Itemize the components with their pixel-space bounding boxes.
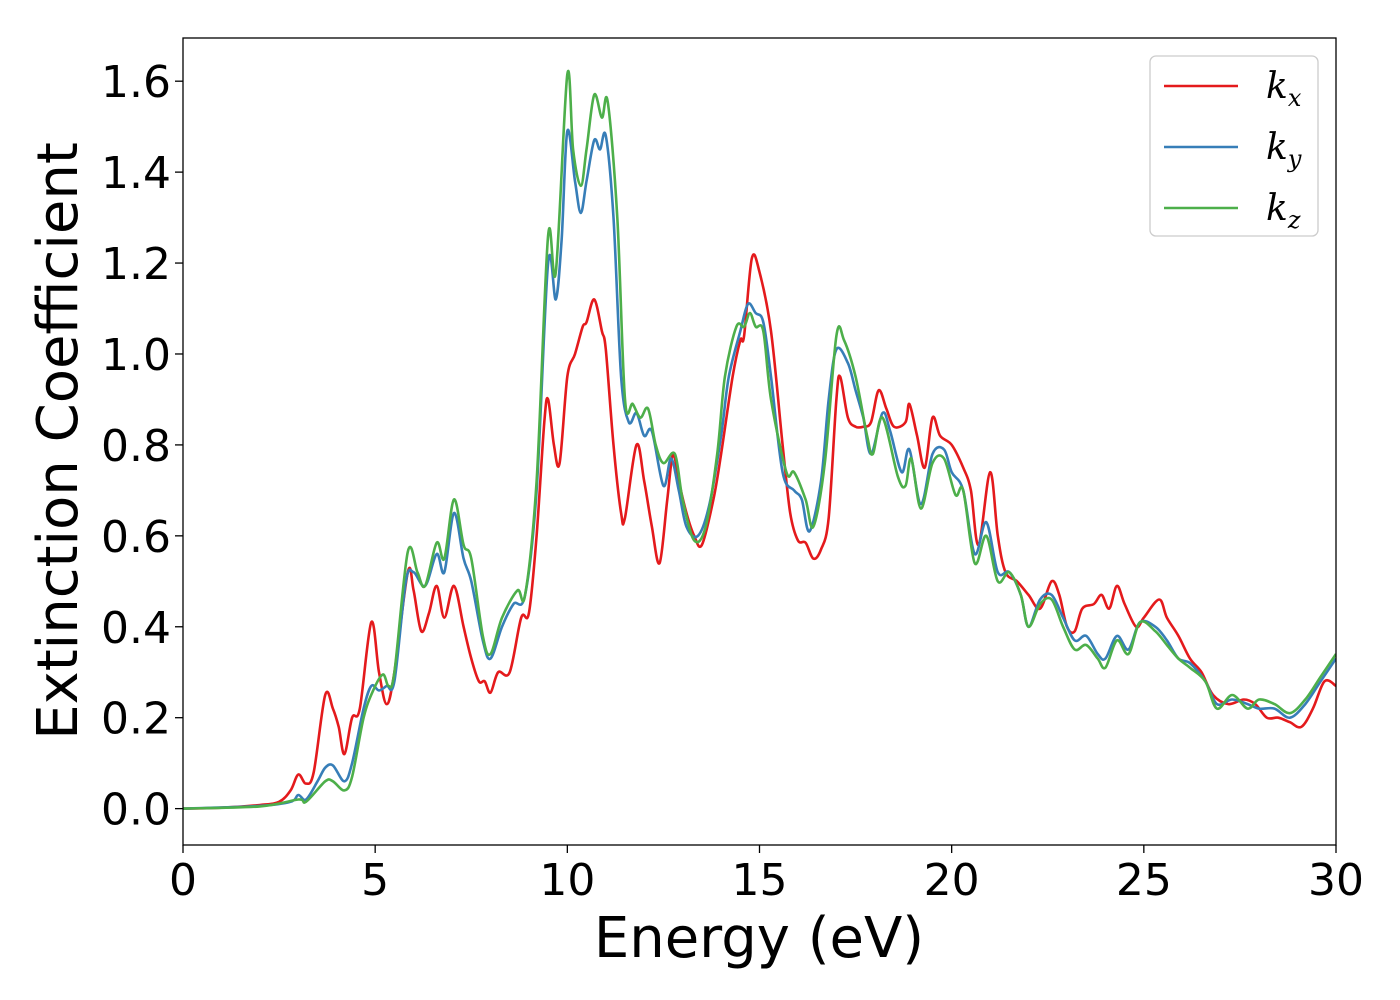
y-tick-label: 1.0 xyxy=(101,330,171,381)
series-line-x xyxy=(183,253,1336,810)
series-layer xyxy=(183,69,1336,810)
x-tick-label: 5 xyxy=(361,855,389,906)
y-tick-label: 1.2 xyxy=(101,239,171,290)
x-tick-label: 0 xyxy=(169,855,197,906)
x-axis: 0 5 10 15 20 25 30 xyxy=(169,845,1364,906)
x-axis-label: Energy (eV) xyxy=(594,906,924,971)
y-tick-label: 0.2 xyxy=(101,694,171,745)
y-axis-label: Extinction Coefficient xyxy=(26,142,91,740)
y-tick-label: 0.8 xyxy=(101,421,171,472)
y-tick-label: 0.0 xyxy=(101,785,171,836)
legend: kx ky kz xyxy=(1149,55,1319,237)
legend-label: ky xyxy=(1266,127,1302,173)
x-tick-label: 10 xyxy=(539,855,595,906)
x-tick-label: 30 xyxy=(1308,855,1364,906)
y-axis: 0.0 0.2 0.4 0.6 0.8 1.0 1.2 1.4 1.6 xyxy=(101,57,183,836)
series-line-z xyxy=(183,69,1336,810)
legend-label: kx xyxy=(1266,66,1302,112)
series-line-y xyxy=(183,128,1336,810)
y-tick-label: 1.4 xyxy=(101,148,171,199)
x-tick-label: 15 xyxy=(732,855,788,906)
legend-label: kz xyxy=(1266,188,1301,234)
x-tick-label: 20 xyxy=(924,855,980,906)
y-tick-label: 0.6 xyxy=(101,512,171,563)
y-tick-label: 0.4 xyxy=(101,603,171,654)
y-tick-label: 1.6 xyxy=(101,57,171,108)
x-tick-label: 25 xyxy=(1116,855,1172,906)
